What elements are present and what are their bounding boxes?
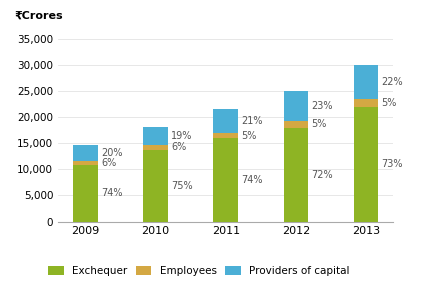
Text: 74%: 74% [101,188,123,198]
Bar [283,91,308,121]
Text: ₹Crores: ₹Crores [14,11,63,21]
Bar [354,99,378,107]
Bar [143,150,168,222]
Text: 73%: 73% [382,159,403,169]
Bar [73,145,98,160]
Bar [354,107,378,222]
Bar [143,127,168,145]
Bar [214,109,238,133]
Bar [283,128,308,222]
Bar [143,145,168,150]
Bar [73,160,98,165]
Text: 6%: 6% [172,142,187,153]
Text: 6%: 6% [101,158,117,168]
Text: 21%: 21% [241,116,263,126]
Bar [354,65,378,99]
Text: 20%: 20% [101,148,123,158]
Bar [73,165,98,222]
Text: 5%: 5% [241,131,257,141]
Text: 74%: 74% [241,175,263,185]
Text: 75%: 75% [172,181,193,191]
Text: 5%: 5% [382,98,397,108]
Text: 22%: 22% [382,77,403,87]
Bar [214,139,238,222]
Bar [214,133,238,139]
Text: 72%: 72% [312,170,333,179]
Text: 19%: 19% [172,131,193,141]
Legend: Exchequer, Employees, Providers of capital: Exchequer, Employees, Providers of capit… [44,262,354,280]
Text: 5%: 5% [312,119,327,129]
Bar [283,121,308,128]
Text: 23%: 23% [312,101,333,111]
